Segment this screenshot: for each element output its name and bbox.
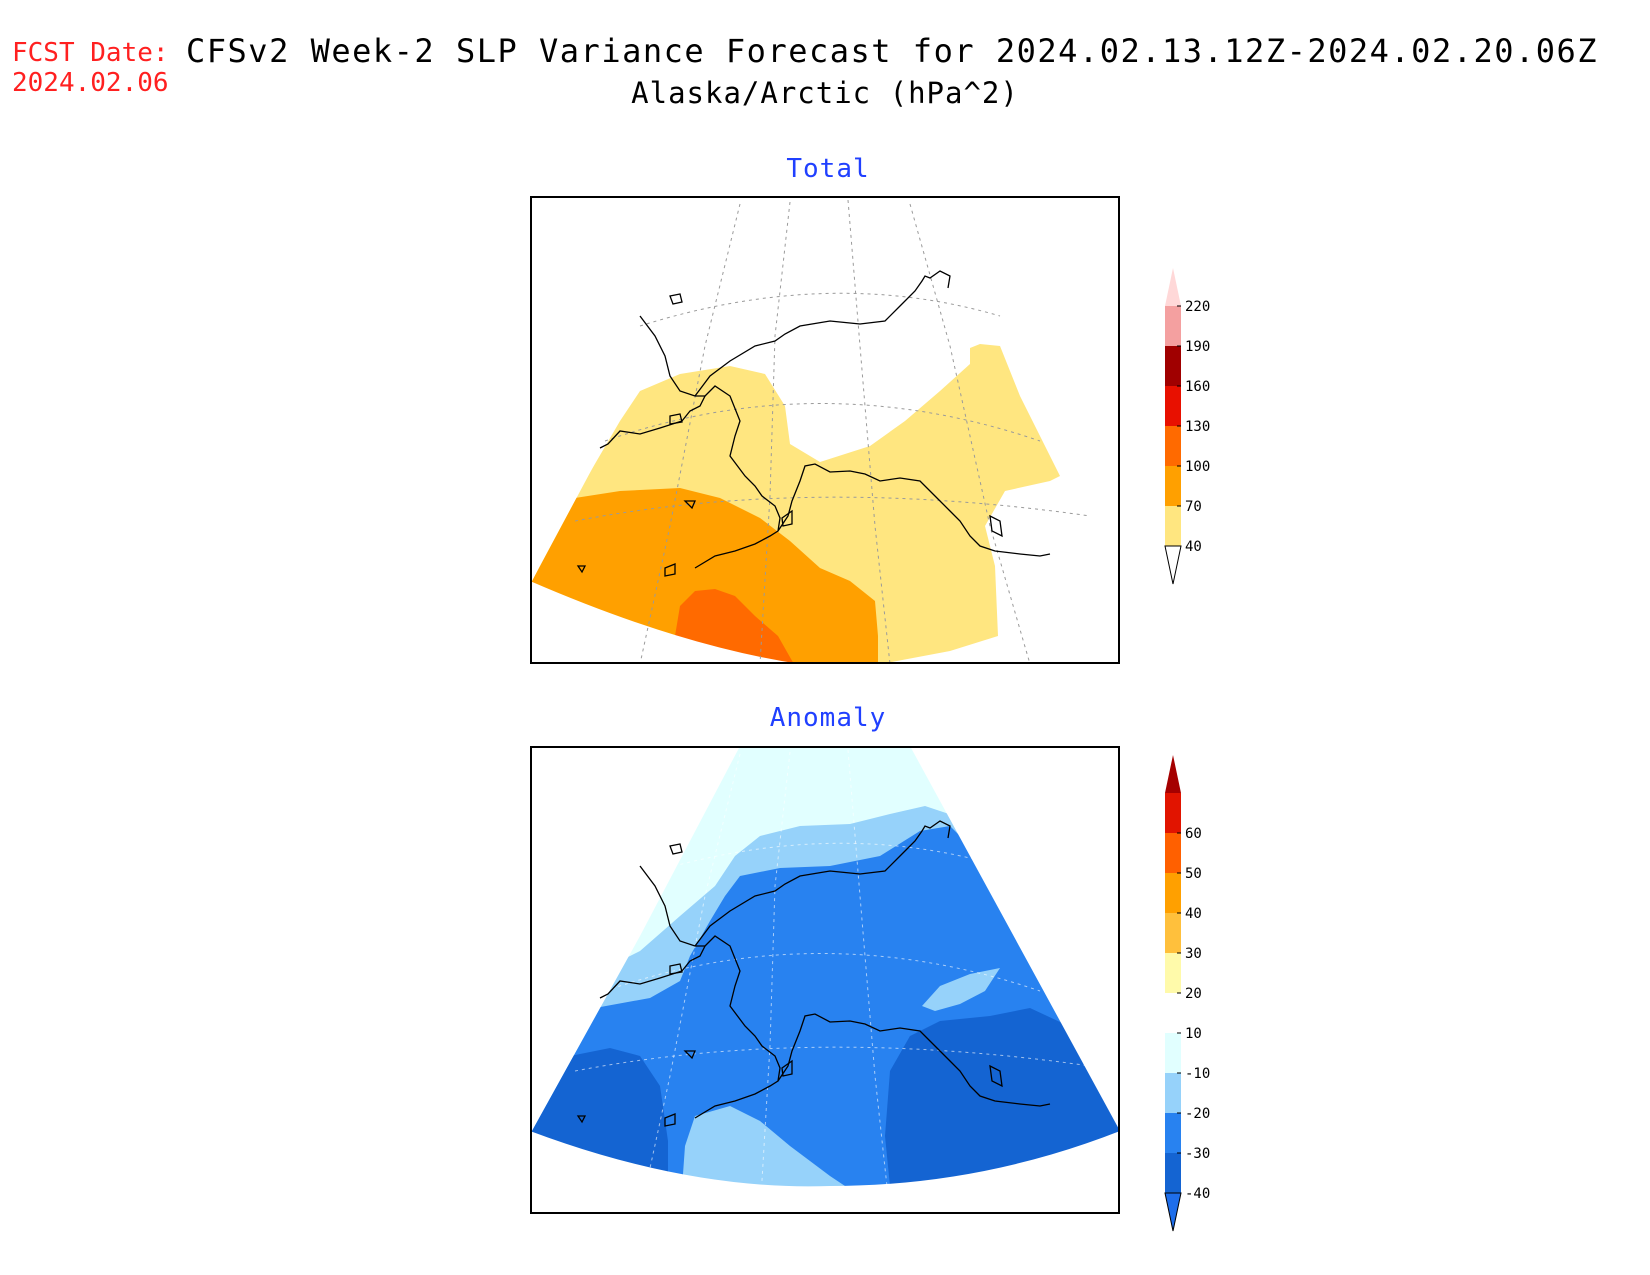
map-total <box>530 196 1120 664</box>
colorbar-box <box>1165 1153 1181 1193</box>
colorbar-tick-label: 30 <box>1185 946 1202 962</box>
domain-mask-bottom-left <box>530 581 800 664</box>
colorbar-tick-label: 70 <box>1185 499 1202 515</box>
colorbar-tick-label: -30 <box>1185 1146 1210 1162</box>
colorbar-tick-label: 40 <box>1185 906 1202 922</box>
fcst-date-label: FCST Date: <box>12 38 169 68</box>
colorbar-tick-label: 220 <box>1185 299 1210 315</box>
domain-mask-bottom <box>530 1131 1120 1214</box>
page-title: CFSv2 Week-2 SLP Variance Forecast for 2… <box>186 32 1599 70</box>
colorbar-box <box>1165 506 1181 546</box>
colorbar-box <box>1165 833 1181 873</box>
graticule <box>574 199 1091 664</box>
colorbar-bottom-triangle <box>1164 545 1182 585</box>
colorbar-bottom-triangle <box>1164 1192 1182 1232</box>
colorbar-box <box>1165 386 1181 426</box>
graticule <box>574 749 1091 1214</box>
colorbar-tick-label: 130 <box>1185 419 1210 435</box>
map-frame <box>530 196 1120 664</box>
colorbar-top-triangle <box>1165 755 1181 793</box>
map-anomaly <box>530 746 1120 1214</box>
colorbar-box <box>1165 993 1181 1033</box>
colorbar-tick-label: -20 <box>1185 1106 1210 1122</box>
colorbar-tick-label: 100 <box>1185 459 1210 475</box>
colorbar-box <box>1165 793 1181 833</box>
colorbar-total: 40 70 100 130 160 190 220 <box>1164 268 1210 585</box>
colorbar-box <box>1165 466 1181 506</box>
map-frame <box>530 746 1120 1214</box>
colorbar-box <box>1165 346 1181 386</box>
colorbar-box <box>1165 1073 1181 1113</box>
colorbar-box <box>1165 306 1181 346</box>
coastline <box>576 270 1051 577</box>
colorbar-box <box>1165 913 1181 953</box>
colorbar-tick-label: 190 <box>1185 339 1210 355</box>
colorbar-tick-label: 40 <box>1185 539 1202 555</box>
forecast-date: FCST Date: 2024.02.06 <box>12 38 169 98</box>
colorbar-box <box>1165 426 1181 466</box>
colorbar-box <box>1165 1033 1181 1073</box>
fcst-date-value: 2024.02.06 <box>12 68 169 98</box>
colorbar-box <box>1165 953 1181 993</box>
domain-mask-left <box>530 746 740 1131</box>
colorbar-tick-label: -10 <box>1185 1066 1210 1082</box>
domain-mask-left <box>530 196 730 581</box>
panel-title-anomaly: Anomaly <box>769 703 887 733</box>
colorbar-box <box>1165 1113 1181 1153</box>
coastline <box>576 820 1051 1127</box>
contour-minus30-minus20-patch <box>922 968 1000 1011</box>
colorbar-box <box>1165 873 1181 913</box>
page-subtitle: Alaska/Arctic (hPa^2) <box>631 76 1019 110</box>
panel-title-total: Total <box>786 154 870 184</box>
domain-mask-right <box>910 746 1120 1131</box>
colorbar-tick-label: 60 <box>1185 826 1202 842</box>
colorbar-tick-label: -40 <box>1185 1186 1210 1202</box>
colorbar-tick-label: 50 <box>1185 866 1202 882</box>
colorbar-tick-label: 20 <box>1185 986 1202 1002</box>
colorbar-top-triangle <box>1165 268 1181 306</box>
colorbar-tick-label: 160 <box>1185 379 1210 395</box>
colorbar-anomaly: -40 -30 -20 -10 10 20 30 40 50 60 <box>1164 755 1210 1232</box>
colorbar-tick-label: 10 <box>1185 1026 1202 1042</box>
